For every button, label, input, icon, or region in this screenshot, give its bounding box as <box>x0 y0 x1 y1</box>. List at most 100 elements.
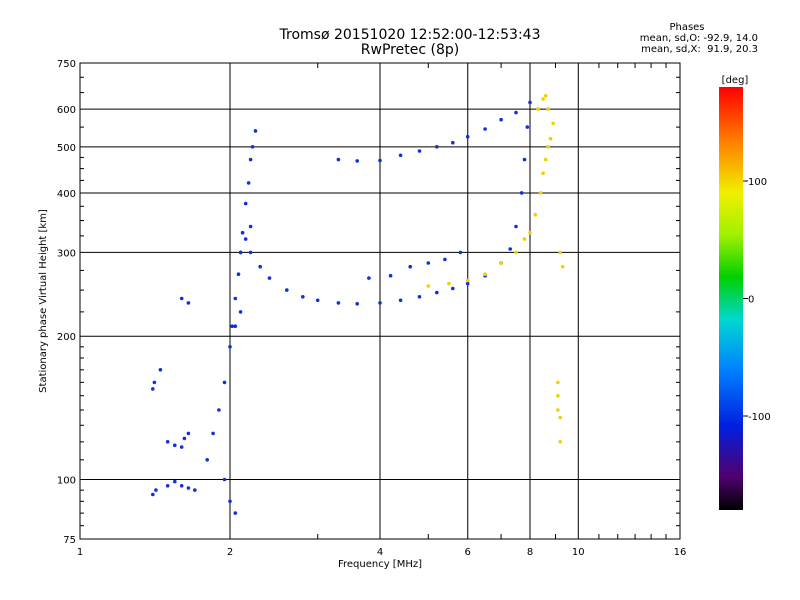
data-point <box>558 415 562 420</box>
data-point <box>388 273 393 278</box>
data-point <box>151 492 155 497</box>
grid-lines <box>80 63 680 539</box>
data-point <box>230 324 234 329</box>
data-point <box>211 431 215 436</box>
y-axis-label: Stationary phase Virtual Height [km] <box>38 209 49 393</box>
data-point <box>158 368 163 372</box>
colorbar-tick-label: 100 <box>748 177 767 188</box>
data-point <box>525 125 530 129</box>
data-point <box>560 264 565 269</box>
phase-stats-o: mean, sd,O: -92.9, 14.0 <box>639 33 758 44</box>
data-point <box>165 484 170 488</box>
data-point <box>355 159 360 163</box>
data-point <box>179 445 184 449</box>
data-point <box>152 380 157 385</box>
data-point <box>248 157 253 162</box>
data-point <box>417 149 422 153</box>
y-tick-label: 400 <box>57 189 76 200</box>
y-tick-label: 500 <box>57 143 76 154</box>
data-point <box>443 257 447 262</box>
data-point <box>165 440 170 444</box>
y-tick-label: 600 <box>57 105 76 116</box>
data-point <box>556 393 560 398</box>
data-point <box>522 157 527 162</box>
y-tick-label: 300 <box>57 248 76 259</box>
plot-frame <box>79 62 681 540</box>
data-point <box>336 157 341 162</box>
x-axis-ticks: 1 2 4 6 8 10 16 <box>77 63 687 558</box>
data-point <box>233 296 238 301</box>
data-point <box>243 237 248 241</box>
x-tick-label: 16 <box>674 547 687 558</box>
data-point <box>315 298 320 303</box>
phase-stats-x: mean, sd,X: 91.9, 20.3 <box>641 44 758 55</box>
data-point <box>543 157 548 162</box>
data-point <box>154 488 158 492</box>
data-point <box>465 278 470 283</box>
chart-subtitle: RwPretec (8p) <box>360 42 460 58</box>
data-point <box>267 276 272 280</box>
data-point <box>447 281 451 286</box>
data-point <box>451 140 455 145</box>
data-point <box>541 171 545 175</box>
data-point <box>435 290 439 295</box>
data-point <box>451 286 455 291</box>
data-point <box>465 134 470 139</box>
data-point <box>248 250 253 255</box>
data-point <box>499 117 503 122</box>
y-tick-label: 75 <box>63 535 76 546</box>
data-point <box>228 345 232 349</box>
data-point <box>151 387 155 391</box>
data-point <box>253 129 258 133</box>
x-tick-label: 6 <box>465 547 471 558</box>
data-point <box>182 436 187 441</box>
data-point <box>179 296 184 301</box>
data-point <box>250 145 255 149</box>
data-point <box>222 477 227 482</box>
phase-stats-heading: Phases <box>669 22 705 33</box>
data-point <box>558 440 562 444</box>
x-tick-label: 1 <box>77 547 83 558</box>
data-point <box>551 121 555 126</box>
chart-title: Tromsø 20151020 12:52:00-12:53:43 <box>279 27 541 43</box>
data-point <box>233 324 238 329</box>
colorbar <box>719 87 743 510</box>
x-tick-label: 8 <box>527 547 533 558</box>
data-point <box>186 301 191 305</box>
data-point <box>514 224 518 229</box>
data-point <box>285 288 289 292</box>
data-point <box>528 230 532 235</box>
data-point <box>243 201 248 206</box>
data-point <box>173 443 177 448</box>
data-point <box>417 295 422 299</box>
data-point <box>193 488 197 492</box>
x-tick-label: 10 <box>572 547 585 558</box>
data-point <box>336 301 341 305</box>
data-point <box>546 107 550 111</box>
data-point <box>246 181 251 185</box>
data-point <box>301 295 305 299</box>
data-point <box>514 250 518 255</box>
data-point <box>548 136 553 141</box>
data-point <box>233 511 238 515</box>
data-point <box>355 302 360 306</box>
data-point <box>514 110 518 115</box>
data-point <box>173 479 177 484</box>
colorbar-label: [deg] <box>722 75 749 86</box>
data-point <box>519 191 524 195</box>
data-point <box>398 298 403 303</box>
data-point <box>248 224 253 229</box>
y-tick-label: 100 <box>57 476 76 487</box>
data-point <box>435 145 439 149</box>
data-point <box>536 107 540 111</box>
data-point <box>398 153 403 158</box>
data-point <box>558 250 562 255</box>
x-tick-label: 2 <box>227 547 233 558</box>
data-point <box>465 281 470 286</box>
data-point <box>367 276 371 280</box>
data-point <box>556 408 560 412</box>
data-point <box>483 272 487 277</box>
data-point <box>522 237 527 241</box>
data-point <box>426 261 431 265</box>
